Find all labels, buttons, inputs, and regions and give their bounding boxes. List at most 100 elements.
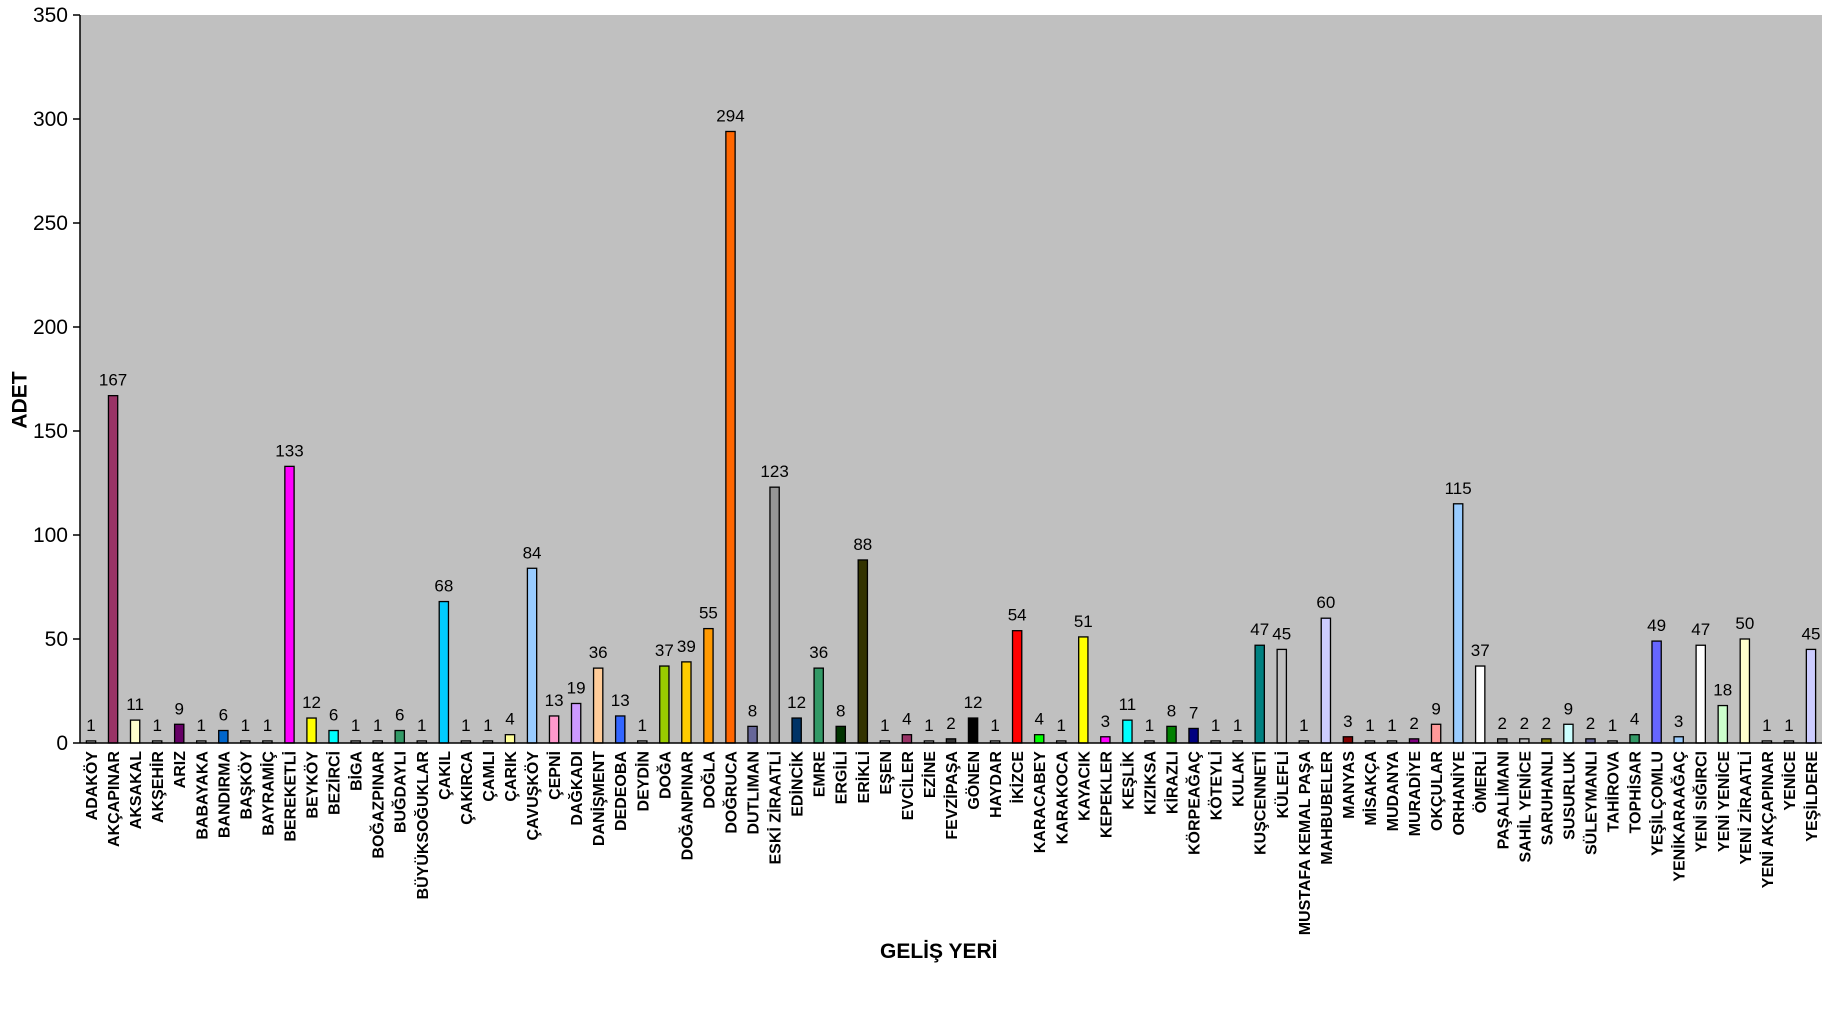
data-label: 8 xyxy=(748,701,757,720)
bar xyxy=(1320,617,1332,744)
data-label: 18 xyxy=(1713,681,1732,700)
data-label: 1 xyxy=(1299,716,1308,735)
bar xyxy=(218,729,229,744)
x-tick-label: BEREKETLİ xyxy=(281,751,299,842)
data-label: 37 xyxy=(655,641,674,660)
bar xyxy=(548,715,560,744)
data-label: 1 xyxy=(263,716,272,735)
bar xyxy=(1100,736,1111,744)
x-tick-label: BEZİRCİ xyxy=(326,751,344,815)
y-tick-label: 50 xyxy=(45,628,68,651)
x-tick-label: KULAK xyxy=(1231,751,1248,807)
data-label: 123 xyxy=(760,462,788,481)
data-label: 36 xyxy=(589,643,608,662)
data-label: 115 xyxy=(1445,479,1472,498)
x-tick-labels-group: ADAKÖY AKÇAPINAR AKSAKAL AKŞEHİR ARIZ BABAYAK… xyxy=(82,751,1821,936)
bar xyxy=(284,465,295,744)
y-tick-label: 250 xyxy=(33,212,68,235)
x-tick-label: KEŞLİK xyxy=(1119,751,1137,810)
bar xyxy=(328,729,339,744)
bar xyxy=(1188,727,1199,744)
x-tick-label: SUSURLUK xyxy=(1561,751,1578,840)
x-tick-label: MANYAS xyxy=(1341,751,1358,819)
data-label: 1 xyxy=(417,716,426,735)
bar xyxy=(1717,704,1729,744)
x-tick-label: BİGA xyxy=(348,751,366,791)
data-label: 54 xyxy=(1008,606,1027,625)
bar xyxy=(1033,734,1045,744)
x-tick-label: KÜLEFLİ xyxy=(1273,751,1292,819)
bar xyxy=(703,627,714,744)
bar xyxy=(1474,665,1486,744)
bar xyxy=(107,394,119,744)
x-tick-label: AKSAKAL xyxy=(128,751,145,829)
x-tick-label: YENİKARAAĞAÇ xyxy=(1670,751,1689,882)
bar xyxy=(769,486,780,744)
x-tick-label: MUDANYA xyxy=(1385,751,1402,832)
data-label: 60 xyxy=(1316,593,1335,612)
x-tick-label: KÖRPEAĞAÇ xyxy=(1185,751,1204,855)
data-label: 8 xyxy=(1167,701,1176,720)
bar xyxy=(614,715,626,744)
bar xyxy=(791,717,802,744)
data-label: 47 xyxy=(1691,620,1710,639)
x-tick-label: EDİNCİK xyxy=(789,751,807,817)
x-tick-label: TOPHİSAR xyxy=(1627,751,1645,834)
x-tick-label: ÇEPNİ xyxy=(546,751,564,800)
data-label: 2 xyxy=(1409,714,1418,733)
data-label: 4 xyxy=(1630,710,1639,729)
x-tick-label: YENİCE xyxy=(1781,751,1799,811)
x-tick-label: ERİKLİ xyxy=(855,751,873,803)
data-label: 3 xyxy=(1674,712,1683,731)
data-label: 1 xyxy=(197,716,206,735)
data-label: 6 xyxy=(219,706,228,725)
data-label: 1 xyxy=(241,716,250,735)
x-tick-label: EZİNE xyxy=(921,751,939,798)
bar xyxy=(725,130,736,744)
data-label: 133 xyxy=(275,441,303,460)
x-tick-label: HAYDAR xyxy=(988,751,1005,818)
data-label: 1 xyxy=(483,716,492,735)
bar xyxy=(835,725,847,744)
bar xyxy=(129,719,141,744)
data-label: 1 xyxy=(461,716,470,735)
y-tick-label: 0 xyxy=(56,732,68,755)
x-tick-label: OKÇULAR xyxy=(1429,751,1446,831)
data-label: 1 xyxy=(924,716,933,735)
x-tick-label: FEVZİPAŞA xyxy=(943,751,961,840)
bar xyxy=(1651,640,1662,744)
data-label: 55 xyxy=(699,604,718,623)
data-label: 1 xyxy=(351,716,360,735)
bar xyxy=(592,667,604,744)
data-label: 3 xyxy=(1101,712,1110,731)
data-label: 88 xyxy=(853,535,872,554)
data-label: 49 xyxy=(1647,616,1666,635)
x-axis-title: GELİŞ YERİ xyxy=(880,940,998,963)
bar xyxy=(967,717,979,744)
bar xyxy=(681,661,692,744)
x-tick-label: MURADİYE xyxy=(1406,751,1424,837)
data-label: 13 xyxy=(611,691,630,710)
bar xyxy=(813,667,824,744)
x-tick-label: DEDEOBA xyxy=(613,751,630,831)
data-label: 1 xyxy=(373,716,382,735)
x-tick-label: KARAKOCA xyxy=(1054,751,1071,845)
x-tick-label: YENİ YENİCE xyxy=(1715,751,1733,852)
bar xyxy=(1563,723,1574,744)
bar xyxy=(1673,736,1684,744)
data-label: 1 xyxy=(1608,716,1617,735)
data-label: 2 xyxy=(1520,714,1529,733)
x-tick-label: KEPEKLER xyxy=(1098,751,1115,839)
x-tick-label: AKÇAPINAR xyxy=(106,751,123,847)
bar xyxy=(394,729,406,744)
data-label: 36 xyxy=(809,643,828,662)
x-tick-label: BAYRAMİÇ xyxy=(259,751,277,836)
x-tick-label: PAŞALİMANI xyxy=(1494,751,1512,849)
x-tick-label: YEŞİLDERE xyxy=(1803,751,1821,842)
data-label: 3 xyxy=(1343,712,1352,731)
data-label: 294 xyxy=(716,106,744,125)
x-tick-label: TAHİROVA xyxy=(1605,751,1623,833)
bar xyxy=(1452,503,1464,744)
